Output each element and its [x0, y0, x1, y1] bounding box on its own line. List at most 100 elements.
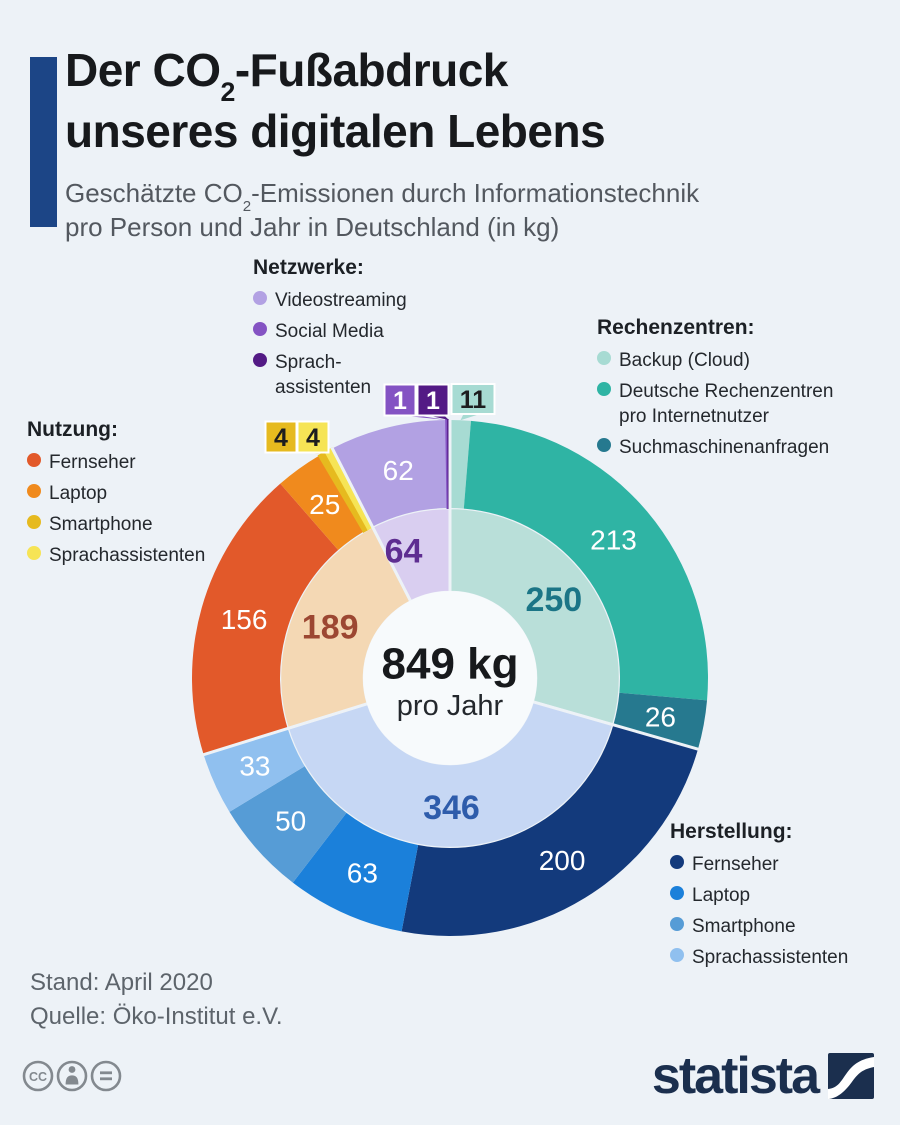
legend-color-dot-icon	[253, 291, 267, 305]
legend-color-dot-icon	[670, 948, 684, 962]
callout-box-netzwerke-sprachassistenten	[416, 383, 450, 417]
title-accent-bar	[30, 57, 57, 227]
chart-value-label: 26	[645, 701, 676, 732]
chart-value-label: 25	[309, 489, 340, 520]
legend-item-sprachassistenten: Sprachassistenten	[27, 543, 205, 568]
legend-item-fernseher: Fernseher	[670, 852, 848, 877]
segment-herstellung-fernseher	[401, 724, 698, 936]
segment-rechenzentren-backup-cloud	[450, 420, 471, 509]
legend-item-suchmaschinenanfragen: Suchmaschinenanfragen	[597, 435, 833, 460]
legend-item-label: Suchmaschinenanfragen	[619, 437, 830, 458]
legend-item-label: Smartphone	[49, 514, 153, 535]
callout-labels: 11 4 4 1 1	[264, 383, 496, 454]
segment-herstellung-smartphone	[229, 766, 347, 883]
footer-note: Stand: April 2020 Quelle: Öko-Institut e…	[30, 966, 283, 1034]
legend-item-label: Social Media	[275, 321, 384, 342]
category-separator	[330, 446, 413, 603]
chart-value-label: 11	[460, 386, 487, 414]
cc-icon: CC	[22, 1060, 54, 1092]
legend-item-label: Deutsche Rechenzentren pro Internetnutze…	[619, 381, 834, 427]
chart-value-label: 200	[539, 845, 586, 876]
segment-nutzung-fernseher	[191, 483, 339, 755]
legend-color-dot-icon	[27, 546, 41, 560]
chart-value-label: 189	[302, 609, 359, 647]
legend-item-label: Sprachassistenten	[49, 545, 206, 566]
legend-item-smartphone: Smartphone	[27, 512, 205, 537]
segment-herstellung-laptop	[292, 812, 419, 932]
legend-color-dot-icon	[27, 515, 41, 529]
chart-value-label: 50	[275, 805, 306, 836]
legend-nutzung: Nutzung: Fernseher Laptop Smartphone Spracha…	[27, 418, 205, 574]
legend-item-label: Fernseher	[49, 452, 136, 473]
donut-center	[363, 591, 537, 765]
legend-item-backup-cloud: Backup (Cloud)	[597, 348, 833, 373]
legend-item-label: Backup (Cloud)	[619, 350, 750, 371]
cc-nd-icon	[90, 1060, 122, 1092]
chart-value-label: 213	[590, 524, 637, 555]
legend-color-dot-icon	[253, 322, 267, 336]
legend-color-dot-icon	[597, 438, 611, 452]
center-sub-label: pro Jahr	[397, 690, 504, 722]
legend-item-social-media: Social Media	[253, 319, 407, 344]
legend-item-label: Sprach- assistenten	[275, 352, 372, 398]
chart-value-label: 1	[426, 387, 440, 415]
chart-value-label: 64	[385, 533, 423, 571]
chart-value-label: 33	[239, 750, 270, 781]
donut-outer-ring	[191, 418, 708, 936]
page-title: Der CO2-Fußabdruck unseres digitalen Lebe…	[65, 44, 606, 157]
segment-herstellung-sprachassistenten	[203, 728, 305, 812]
legend-item-label: Laptop	[692, 885, 751, 906]
callout-box-rechenzentren-backup-cloud	[450, 383, 496, 415]
legend-title: Nutzung:	[27, 418, 118, 441]
svg-text:CC: CC	[29, 1070, 47, 1084]
chart-value-label: 250	[525, 581, 582, 619]
legend-title: Herstellung:	[670, 820, 793, 843]
statista-wordmark: statista	[651, 1047, 820, 1105]
legend-item-videostreaming: Videostreaming	[253, 288, 407, 313]
legend-item-label: Videostreaming	[275, 290, 407, 311]
legend-title: Rechenzentren:	[597, 316, 755, 339]
legend-item-laptop: Laptop	[27, 481, 205, 506]
chart-value-label: 4	[306, 424, 320, 452]
legend-herstellung: Herstellung: Fernseher Laptop Smartphone Spr…	[670, 820, 848, 976]
cc-by-person-icon	[56, 1060, 88, 1092]
branding: statista	[652, 1046, 874, 1106]
legend-item-deutsche-rechenzentren: Deutsche Rechenzentren pro Internetnutze…	[597, 379, 833, 429]
chart-value-label: 4	[274, 424, 288, 452]
quelle-note: Quelle: Öko-Institut e.V.	[30, 1003, 283, 1030]
legend-item-laptop: Laptop	[670, 883, 848, 908]
statista-logo-icon	[828, 1053, 874, 1099]
segment-rechenzentren-suchmaschinenanfragen	[613, 692, 708, 750]
segment-netzwerke-videostreaming	[332, 420, 448, 527]
category-separator	[532, 700, 700, 751]
page-subtitle: Geschätzte CO2-Emissionen durch Informat…	[65, 178, 700, 242]
legend-color-dot-icon	[670, 917, 684, 931]
legend-netzwerke: Netzwerke: Videostreaming Social Media Spra…	[253, 256, 407, 406]
chart-value-label: 156	[221, 604, 268, 635]
legend-title: Netzwerke:	[253, 256, 364, 279]
category-separator	[202, 702, 369, 757]
segment-nutzung-laptop	[280, 455, 364, 550]
legend-item-label: Fernseher	[692, 854, 779, 875]
legend-item-sprach: Sprach- assistenten	[253, 350, 407, 400]
chart-value-label: 63	[347, 858, 378, 889]
legend-color-dot-icon	[670, 855, 684, 869]
segment-rechenzentren-deutsche-rechenzentren-pro-internetnutzer	[463, 420, 708, 701]
chart-value-label: 1	[393, 387, 407, 415]
legend-color-dot-icon	[670, 886, 684, 900]
chart-value-label: 346	[423, 789, 480, 827]
legend-color-dot-icon	[27, 453, 41, 467]
chart-value-label: 62	[383, 455, 414, 486]
legend-item-sprachassistenten: Sprachassistenten	[670, 945, 848, 970]
callout-box-nutzung-sprachassistenten	[296, 420, 330, 454]
legend-item-smartphone: Smartphone	[670, 914, 848, 939]
legend-rechenzentren: Rechenzentren: Backup (Cloud) Deutsche Rec…	[597, 316, 833, 466]
legend-item-label: Laptop	[49, 483, 108, 504]
stand-note: Stand: April 2020	[30, 969, 213, 996]
center-total-label: 849 kg	[382, 640, 519, 689]
legend-color-dot-icon	[597, 351, 611, 365]
legend-item-label: Smartphone	[692, 916, 796, 937]
legend-item-fernseher: Fernseher	[27, 450, 205, 475]
